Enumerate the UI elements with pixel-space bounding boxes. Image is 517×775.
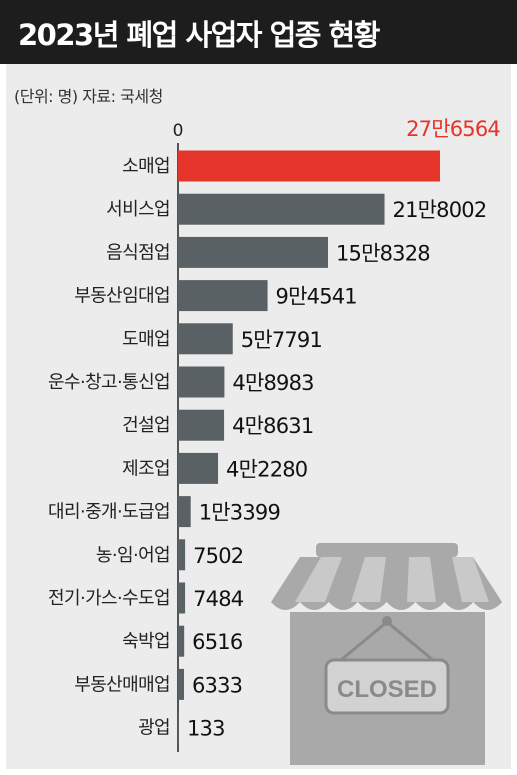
value-label: 7484 xyxy=(193,587,244,611)
category-label: 건설업 xyxy=(122,415,170,436)
bar xyxy=(178,625,185,657)
value-label: 4만2280 xyxy=(226,457,307,481)
bar xyxy=(178,582,186,614)
value-label: 9만4541 xyxy=(276,285,357,309)
category-label: 소매업 xyxy=(122,156,170,177)
category-label: 서비스업 xyxy=(106,199,170,220)
value-label: 1만3399 xyxy=(199,501,280,525)
value-label: 6516 xyxy=(192,630,243,654)
category-label: 농·임·어업 xyxy=(96,545,170,566)
x-tick-label: 0 xyxy=(173,121,184,141)
value-label: 7502 xyxy=(193,544,243,568)
category-label: 대리·중개·도급업 xyxy=(48,502,170,523)
category-label: 전기·가스·수도업 xyxy=(48,588,170,609)
chart-title: 2023년 폐업 사업자 업종 현황 xyxy=(18,18,380,52)
awning-stripe xyxy=(351,557,386,602)
bar xyxy=(178,193,385,225)
category-label: 광업 xyxy=(138,718,170,739)
category-label: 숙박업 xyxy=(122,631,170,652)
category-label: 제조업 xyxy=(122,458,170,479)
bar xyxy=(178,236,328,268)
value-label: 6333 xyxy=(192,673,242,697)
bar xyxy=(178,452,219,484)
sign-nail xyxy=(382,616,392,626)
bar xyxy=(178,409,225,441)
bar xyxy=(178,280,268,312)
value-label: 4만8983 xyxy=(232,371,313,395)
chart-subtitle: (단위: 명) 자료: 국세청 xyxy=(14,87,163,106)
awning-scallops xyxy=(271,602,503,610)
category-label: 부동산임대업 xyxy=(74,286,170,307)
value-label: 5만7791 xyxy=(241,328,322,352)
value-label: 133 xyxy=(187,717,225,741)
bar xyxy=(178,323,233,355)
bar xyxy=(178,496,191,528)
awning-stripe xyxy=(452,557,489,602)
category-label: 음식점업 xyxy=(106,242,170,263)
bar xyxy=(178,366,225,398)
sign-string-left xyxy=(340,620,388,662)
value-label: 15만8328 xyxy=(336,241,430,265)
closed-sign xyxy=(324,658,450,715)
value-label: 21만8002 xyxy=(393,198,487,222)
bar xyxy=(178,150,440,182)
value-label: 27만6564 xyxy=(406,117,500,141)
awning-stripe xyxy=(407,557,436,602)
category-label: 부동산매매업 xyxy=(74,674,170,695)
category-label: 운수·창고·통신업 xyxy=(48,372,170,393)
value-label: 4만8631 xyxy=(232,414,313,438)
category-label: 도매업 xyxy=(122,329,170,350)
awning-stripe xyxy=(295,557,342,602)
awning-top xyxy=(316,543,458,557)
sign-string-right xyxy=(386,620,434,662)
title-bar: 2023년 폐업 사업자 업종 현황 xyxy=(0,0,517,64)
bar xyxy=(178,539,186,571)
closed-sign-text: CLOSED xyxy=(337,676,437,703)
bar xyxy=(178,712,179,744)
bar xyxy=(178,668,184,700)
closed-store-icon: CLOSED xyxy=(271,543,503,765)
